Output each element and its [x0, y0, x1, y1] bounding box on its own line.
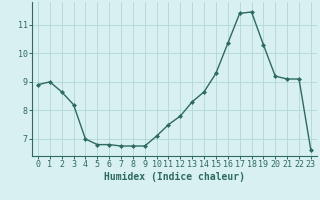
X-axis label: Humidex (Indice chaleur): Humidex (Indice chaleur) — [104, 172, 245, 182]
